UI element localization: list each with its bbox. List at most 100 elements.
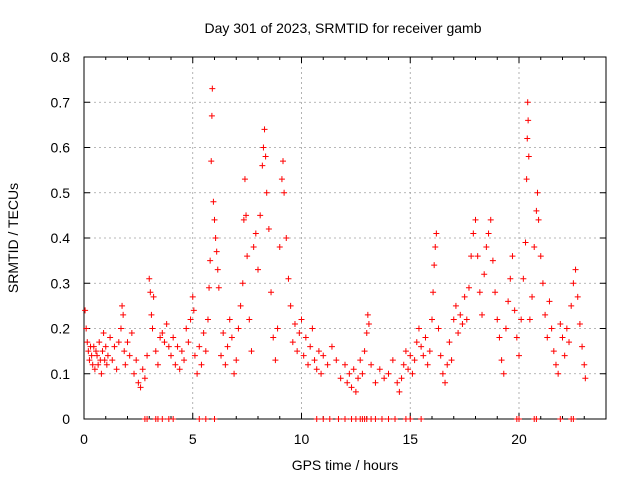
data-point: [522, 239, 529, 246]
data-point: [101, 357, 108, 364]
data-point: [187, 316, 194, 323]
data-point: [137, 384, 144, 391]
data-point: [474, 253, 481, 260]
data-point: [135, 379, 142, 386]
data-point: [420, 352, 427, 359]
data-point: [378, 416, 385, 422]
data-point: [525, 117, 532, 124]
data-point: [82, 307, 89, 314]
data-point: [389, 357, 396, 364]
data-point: [523, 176, 530, 183]
data-point: [430, 289, 437, 296]
data-point: [196, 343, 203, 350]
data-point: [342, 416, 348, 422]
data-point: [287, 302, 294, 309]
data-point: [461, 293, 468, 300]
data-point: [346, 370, 353, 377]
data-point: [407, 416, 414, 422]
data-point: [202, 348, 209, 355]
data-point: [318, 370, 325, 377]
data-point: [189, 293, 196, 300]
data-point: [274, 325, 281, 332]
data-point: [365, 320, 372, 327]
data-point: [582, 375, 589, 382]
data-point: [368, 361, 375, 368]
data-point: [552, 361, 559, 368]
data-point: [555, 370, 562, 377]
y-tick-label: 0.8: [51, 49, 71, 65]
data-point: [313, 366, 320, 373]
data-point: [496, 334, 503, 341]
data-point: [212, 235, 219, 241]
data-point: [214, 266, 221, 273]
data-point: [207, 257, 214, 264]
data-point: [107, 334, 114, 341]
y-tick-label: 0.2: [51, 321, 71, 337]
data-point: [104, 352, 111, 359]
data-point: [494, 316, 501, 323]
data-point: [208, 158, 215, 165]
data-point: [524, 99, 531, 106]
data-point: [198, 361, 205, 368]
data-point: [342, 361, 348, 368]
data-point: [149, 325, 156, 332]
data-point: [139, 366, 146, 373]
data-point: [505, 298, 512, 305]
data-point: [222, 361, 229, 368]
y-tick-label: 0.4: [51, 230, 71, 246]
data-point: [119, 302, 126, 309]
data-point: [218, 352, 225, 359]
data-point: [124, 339, 131, 346]
data-point: [511, 307, 518, 314]
data-point: [117, 325, 124, 332]
data-point: [246, 316, 253, 323]
data-point: [557, 416, 564, 422]
data-point: [357, 357, 364, 364]
data-point: [485, 230, 492, 237]
data-point: [204, 316, 211, 323]
data-point: [194, 370, 201, 377]
data-point: [224, 343, 231, 350]
data-point: [355, 375, 362, 382]
x-axis-label: GPS time / hours: [292, 457, 399, 473]
data-point: [431, 262, 438, 269]
data-point: [270, 334, 277, 341]
data-point: [109, 357, 116, 364]
data-point: [289, 339, 296, 346]
data-point: [452, 302, 459, 309]
data-point: [181, 357, 188, 364]
data-point: [168, 352, 174, 359]
data-point: [326, 416, 333, 422]
y-tick-label: 0.7: [51, 94, 71, 110]
data-point: [313, 416, 320, 422]
data-point: [359, 370, 366, 377]
data-point: [364, 311, 371, 318]
data-point: [120, 311, 127, 318]
data-point: [231, 370, 238, 377]
data-point: [516, 416, 522, 422]
data-point: [96, 339, 103, 346]
data-point: [240, 216, 247, 223]
data-point: [276, 244, 283, 251]
data-point: [324, 361, 331, 368]
data-point: [307, 343, 314, 350]
data-point: [283, 235, 290, 241]
data-point: [570, 416, 577, 422]
data-point: [570, 280, 577, 287]
data-point: [492, 289, 499, 296]
data-point: [439, 370, 446, 377]
data-point: [100, 330, 107, 337]
y-tick-label: 0.5: [51, 185, 71, 201]
data-point: [363, 330, 370, 337]
data-point: [468, 253, 475, 260]
data-point: [518, 316, 525, 323]
data-point: [255, 266, 261, 273]
data-point: [128, 330, 135, 337]
data-point: [190, 307, 197, 314]
data-point: [278, 176, 285, 183]
data-point: [418, 343, 425, 350]
data-point: [300, 352, 307, 359]
data-point: [476, 289, 483, 296]
x-tick-label: 20: [511, 431, 527, 447]
data-point: [92, 348, 99, 355]
